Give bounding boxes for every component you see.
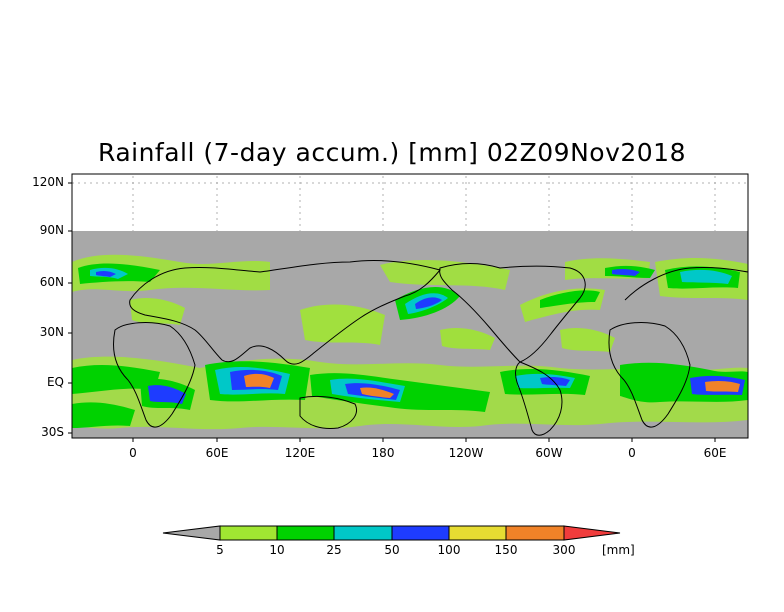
lat-label-90n: 90N bbox=[39, 223, 64, 237]
map-title: Rainfall (7-day accum.) [mm] 02Z09Nov201… bbox=[98, 138, 686, 167]
colorbar-label-50: 50 bbox=[384, 543, 400, 557]
rain-scatter bbox=[130, 297, 615, 352]
colorbar-label-25: 25 bbox=[326, 543, 342, 557]
colorbar-bin-25-50 bbox=[333, 525, 393, 541]
colorbar-bin-100-150 bbox=[448, 525, 507, 541]
colorbar-label-100: 100 bbox=[437, 543, 461, 557]
colorbar-bin-150-300 bbox=[505, 525, 565, 541]
rain-band-tropics bbox=[72, 356, 748, 430]
lon-label-60e-repeat: 60E bbox=[703, 446, 727, 460]
colorbar-under-arrow bbox=[162, 525, 221, 541]
lon-label-60w: 60W bbox=[535, 446, 563, 460]
lat-label-120n: 120N bbox=[32, 175, 64, 189]
grid-lines bbox=[72, 176, 748, 231]
lat-label-30n: 30N bbox=[39, 325, 64, 339]
colorbar-label-150: 150 bbox=[494, 543, 518, 557]
axis-ticks bbox=[68, 182, 716, 442]
colorbar-unit: [mm] bbox=[602, 543, 635, 557]
colorbar-bin-5-10 bbox=[219, 525, 278, 541]
lat-label-30s: 30S bbox=[41, 425, 64, 439]
lon-label-0: 0 bbox=[129, 446, 137, 460]
plot-frame bbox=[71, 173, 749, 439]
coastlines bbox=[113, 259, 748, 436]
lat-label-60n: 60N bbox=[39, 275, 64, 289]
lon-label-120w: 120W bbox=[448, 446, 484, 460]
lon-label-60e: 60E bbox=[205, 446, 229, 460]
colorbar-label-300: 300 bbox=[552, 543, 576, 557]
colorbar-bin-50-100 bbox=[391, 525, 450, 541]
lon-label-180: 180 bbox=[371, 446, 395, 460]
lon-label-0-repeat: 0 bbox=[628, 446, 636, 460]
lon-label-120e: 120E bbox=[284, 446, 316, 460]
colorbar-label-5: 5 bbox=[216, 543, 224, 557]
colorbar-over-arrow bbox=[563, 525, 621, 541]
lat-label-eq: EQ bbox=[46, 375, 64, 389]
colorbar-bin-10-25 bbox=[276, 525, 335, 541]
rain-band-north bbox=[72, 254, 748, 322]
colorbar-label-10: 10 bbox=[269, 543, 285, 557]
colorbar bbox=[162, 525, 621, 541]
